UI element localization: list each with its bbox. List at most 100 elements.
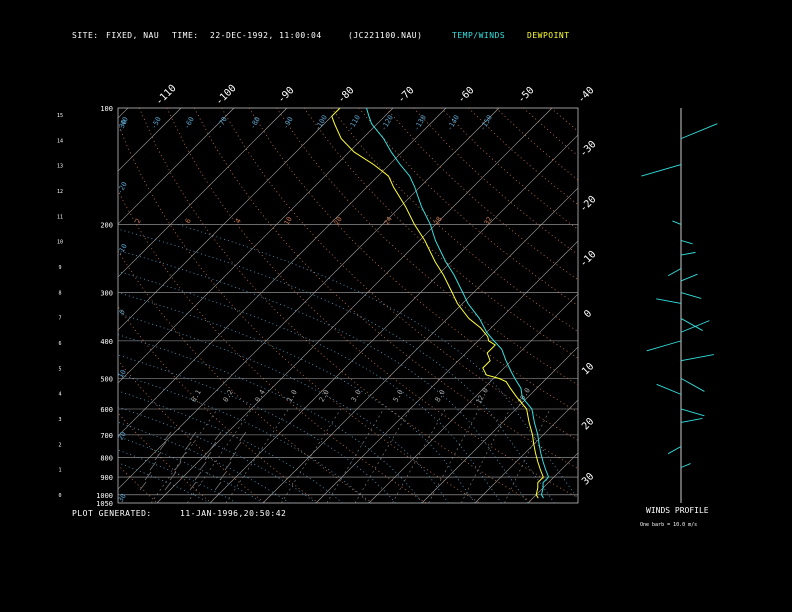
site-value: FIXED, NAU bbox=[106, 31, 160, 40]
height-tick-label: 11 bbox=[57, 214, 63, 220]
height-tick-label: 7 bbox=[58, 316, 61, 322]
grid-mark bbox=[139, 481, 147, 491]
wind-barb bbox=[656, 298, 682, 304]
chart-labels: 1002003004005006007008009001000105001234… bbox=[57, 83, 599, 508]
dry-adiabat bbox=[0, 108, 104, 503]
top-temp-tick-label: -50 bbox=[516, 85, 537, 106]
dry-adiabats bbox=[0, 108, 792, 503]
isotherm bbox=[0, 108, 22, 503]
dry-adiabat bbox=[276, 108, 578, 386]
grid-mark bbox=[239, 431, 247, 441]
wind-barb bbox=[680, 408, 705, 417]
isotherm bbox=[209, 134, 578, 503]
height-tick-label: 0 bbox=[58, 493, 61, 499]
top-temp-tick-label: -100 bbox=[214, 83, 239, 108]
height-tick-label: 5 bbox=[58, 366, 61, 372]
mixing-ratio-label: 2.0 bbox=[318, 389, 331, 404]
moist-adiabat bbox=[177, 224, 578, 500]
wind-barb bbox=[680, 463, 691, 468]
mixing-ratio-line bbox=[392, 408, 446, 503]
right-temp-tick-label: -20 bbox=[578, 194, 599, 215]
dry-adiabat bbox=[221, 108, 578, 441]
theta-label: 20 bbox=[333, 215, 344, 226]
mixing-ratio-label: 8.0 bbox=[434, 389, 447, 404]
moist-adiabat bbox=[118, 373, 370, 503]
grid-mark bbox=[209, 441, 217, 451]
theta-label: 32 bbox=[483, 215, 494, 226]
moist-adiabat bbox=[118, 334, 423, 503]
pressure-tick-label: 200 bbox=[100, 221, 113, 229]
grid-mark bbox=[184, 441, 192, 451]
isotherm bbox=[118, 108, 288, 278]
isobars bbox=[118, 224, 578, 496]
mixing-ratio-label: 0.1 bbox=[190, 389, 203, 404]
time-value: 22-DEC-1992, 11:00:04 bbox=[210, 31, 322, 40]
dry-adiabat bbox=[0, 108, 50, 503]
right-temp-tick-label: 10 bbox=[580, 361, 596, 377]
mixing-ratio-label: 1.0 bbox=[286, 389, 299, 404]
time-label: TIME: bbox=[172, 31, 199, 40]
mixing-ratio-label: 12.0 bbox=[475, 387, 490, 406]
pressure-tick-label: 100 bbox=[100, 105, 113, 113]
grid-mark bbox=[144, 471, 152, 481]
dry-adiabat bbox=[118, 122, 481, 503]
dry-adiabat bbox=[606, 108, 792, 503]
mixing-ratio-line bbox=[225, 408, 289, 503]
generated-label: PLOT GENERATED: bbox=[72, 509, 152, 518]
dew-legend: DEWPOINT bbox=[527, 31, 570, 40]
left-barb-marks bbox=[139, 431, 247, 491]
isotherm bbox=[118, 108, 394, 384]
pressure-tick-label: 500 bbox=[100, 375, 113, 383]
wind-barb bbox=[641, 164, 682, 177]
isotherm bbox=[262, 187, 578, 503]
isotherm bbox=[156, 108, 553, 503]
wind-barb bbox=[680, 318, 703, 331]
mixing-ratio-label: 3.0 bbox=[350, 389, 363, 404]
pressure-tick-label: 800 bbox=[100, 454, 113, 462]
theta-label: 4 bbox=[234, 217, 243, 225]
isotherm bbox=[118, 108, 500, 490]
dry-adiabat bbox=[523, 108, 578, 157]
moist-adiabat bbox=[118, 313, 449, 503]
isotherm bbox=[474, 399, 578, 503]
winds-title: WINDS PROFILE bbox=[646, 506, 709, 515]
wind-barb bbox=[680, 123, 718, 140]
top-temp-tick-label: -80 bbox=[336, 85, 357, 106]
pressure-tick-label: 700 bbox=[100, 432, 113, 440]
grid-mark bbox=[154, 451, 162, 461]
height-tick-label: 9 bbox=[58, 265, 61, 271]
grid-mark bbox=[194, 471, 202, 481]
dry-adiabat bbox=[118, 306, 319, 503]
dry-adiabat bbox=[661, 108, 792, 503]
grid-mark bbox=[174, 461, 182, 471]
grid-mark bbox=[234, 441, 242, 451]
grid-mark bbox=[159, 441, 167, 451]
dry-adiabat-label: -60 bbox=[183, 116, 196, 131]
moist-adiabat bbox=[118, 292, 476, 503]
wind-barb bbox=[646, 340, 682, 352]
top-temp-tick-label: -60 bbox=[456, 85, 477, 106]
height-tick-label: 1 bbox=[58, 468, 61, 474]
dry-adiabat-label: -120 bbox=[380, 114, 395, 133]
isotherm bbox=[527, 452, 578, 503]
dry-adiabat bbox=[715, 108, 792, 503]
right-temp-tick-label: -10 bbox=[578, 249, 599, 270]
isotherm bbox=[0, 108, 75, 503]
height-tick-label: 13 bbox=[57, 164, 63, 170]
moist-adiabat bbox=[118, 271, 502, 503]
dry-adiabat bbox=[118, 359, 266, 503]
mixing-ratio-label: 5.0 bbox=[392, 389, 405, 404]
isotherm bbox=[315, 240, 578, 503]
dry-adiabat bbox=[330, 108, 578, 333]
isotherm bbox=[368, 293, 578, 503]
right-temp-tick-label: -30 bbox=[578, 139, 599, 160]
dry-adiabat bbox=[495, 108, 578, 181]
dry-adiabat bbox=[248, 108, 578, 413]
wind-barb bbox=[680, 418, 703, 423]
pressure-tick-label: 900 bbox=[100, 474, 113, 482]
grid-mark bbox=[149, 461, 157, 471]
moist-adiabat bbox=[118, 436, 264, 503]
wind-barb bbox=[680, 251, 696, 256]
grid-mark bbox=[214, 431, 222, 441]
